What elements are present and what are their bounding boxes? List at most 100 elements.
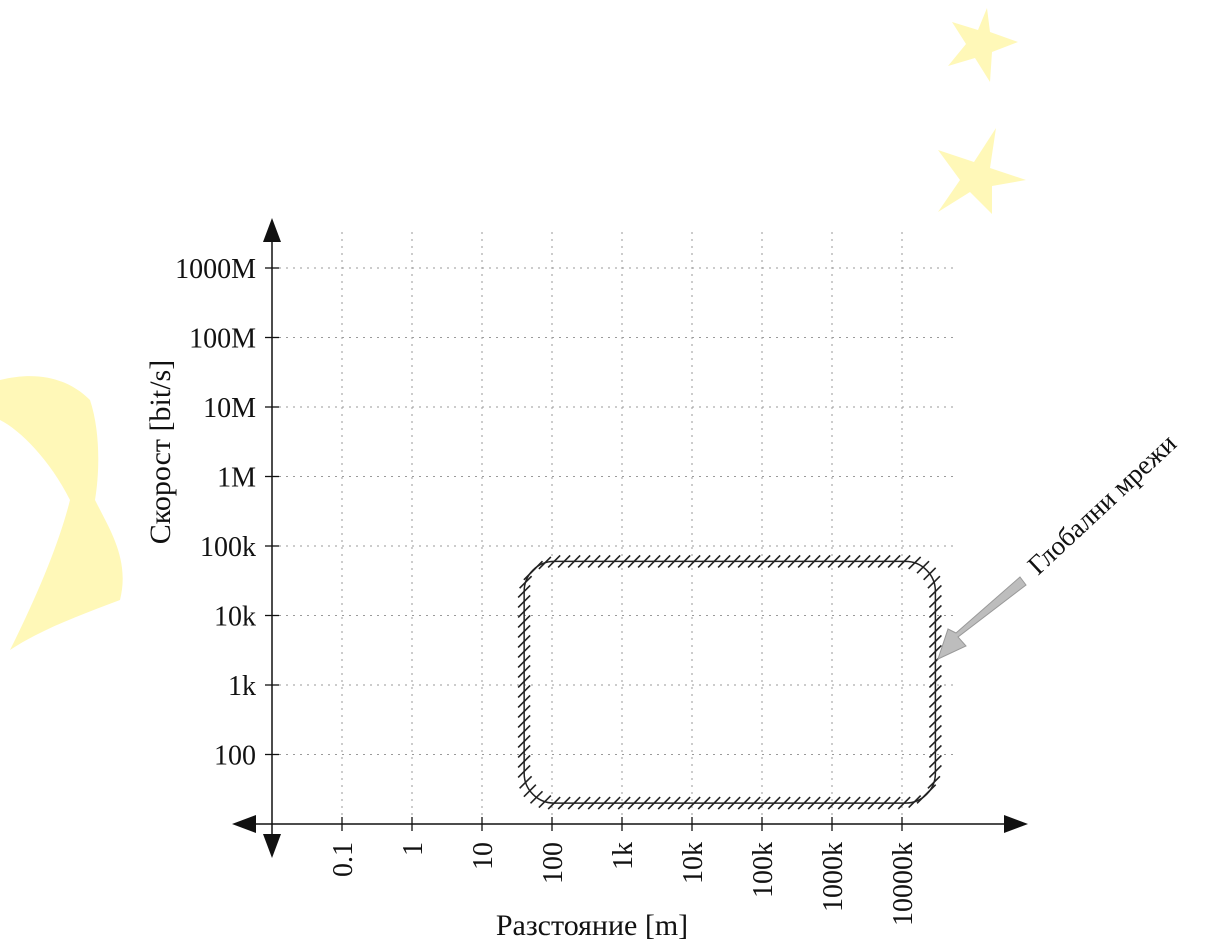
region-hatch-mark [757,796,771,810]
region-hatch-mark [717,796,731,810]
region-hatch-mark [517,624,531,638]
region-hatch-mark [523,784,537,798]
region-hatch-mark [517,664,531,678]
region-hatch-mark [567,796,581,810]
annotation-label: Глобални мрежи [1022,428,1182,580]
x-tick-label: 1k [608,842,639,870]
axes [232,218,1028,858]
x-axis-arrow-right [1004,815,1028,833]
y-axis-title: Скорост [bit/s] [144,360,177,544]
region-hatch-mark [677,796,691,810]
region-hatch-mark [587,796,601,810]
region-hatch-mark [547,796,561,810]
region-hatch-mark [517,594,531,608]
region-hatch-mark [717,554,731,568]
region-hatch-mark [928,694,942,708]
region-hatch-mark [923,567,937,581]
region-hatch-mark [787,796,801,810]
region-hatch-mark [617,796,631,810]
region-hatch-mark [928,764,942,778]
region-hatch-mark [529,790,544,804]
region-hatch-mark [928,614,942,628]
region-hatch-mark [707,796,721,810]
y-tick-label: 100k [200,532,256,563]
region-hatch-mark [667,796,681,810]
region-hatch-mark [617,554,631,568]
region-hatch-mark [727,796,741,810]
region-hatch-mark [897,554,911,568]
region-hatch-mark [787,554,801,568]
region-hatch-mark [538,556,552,570]
region-hatch-mark [807,554,821,568]
region-hatch-mark [567,554,581,568]
region-hatch-mark [517,694,531,708]
region-hatch-mark [517,754,531,768]
region-hatch-mark [577,796,591,810]
region-hatch-mark [737,796,751,810]
y-tick-label: 10M [203,393,256,424]
region-hatch-mark [529,560,544,574]
region-hatch-mark [797,796,811,810]
region-hatch-mark [827,554,841,568]
region-hatch-mark [928,674,942,688]
region-hatch-mark [908,556,922,570]
region-hatch-mark [597,796,611,810]
region-hatch-mark [637,796,651,810]
region-hatch-mark [916,790,930,804]
region-hatch-mark [777,796,791,810]
region-hatch-mark [647,796,661,810]
region-hatch-mark [517,704,531,718]
star-decoration-top [948,8,1018,82]
region-hatch-mark [557,796,571,810]
x-tick-label: 10 [468,842,499,870]
region-hatch-mark [538,795,552,809]
region-hatch-mark [607,554,621,568]
region-hatch-mark [837,796,851,810]
region-hatch-mark [817,554,831,568]
region-hatch-mark [747,796,761,810]
region-hatch-mark [517,644,531,658]
region-hatch-mark [928,754,942,768]
x-tick-label: 10000k [888,842,919,926]
region-hatch-mark [577,554,591,568]
region-hatch-mark [517,634,531,648]
region-hatch-mark [647,554,661,568]
x-axis-arrow-left [232,815,256,833]
region-hatch-mark [817,796,831,810]
x-tick-label: 0.1 [328,842,359,877]
region-hatch-mark [517,764,531,778]
region-hatch-mark [928,744,942,758]
region-hatch-mark [517,614,531,628]
region-hatch-mark [517,744,531,758]
y-axis-arrow-down [263,834,281,858]
region-hatch-mark [597,554,611,568]
region-hatch-mark [928,624,942,638]
region-hatch-mark [607,796,621,810]
region-hatch-mark [867,554,881,568]
region-hatch-mark [697,554,711,568]
region-hatch-mark [767,796,781,810]
region-hatch-mark [928,714,942,728]
region-hatch-mark [887,554,901,568]
region-hatch-mark [877,554,891,568]
y-tick-label: 1M [217,463,256,494]
region-hatch-mark [517,684,531,698]
region-hatch-mark [877,796,891,810]
x-tick-label: 100k [748,842,779,898]
region-hatch-mark [757,554,771,568]
region-hatch-mark [517,604,531,618]
region-hatch-mark [519,775,533,789]
region-hatch-mark [677,554,691,568]
region-hatch-mark [887,796,901,810]
region-hatch-mark [657,554,671,568]
region-hatch-mark [627,554,641,568]
decorative-stars [0,8,1026,650]
grid-lines [272,232,955,824]
region-hatch-mark [697,796,711,810]
region-hatch-mark [847,554,861,568]
region-hatch-mark [928,704,942,718]
region-hatch-mark [928,604,942,618]
region-hatch-mark [657,796,671,810]
region-hatch-mark [928,644,942,658]
x-tick-label: 10k [678,842,709,884]
